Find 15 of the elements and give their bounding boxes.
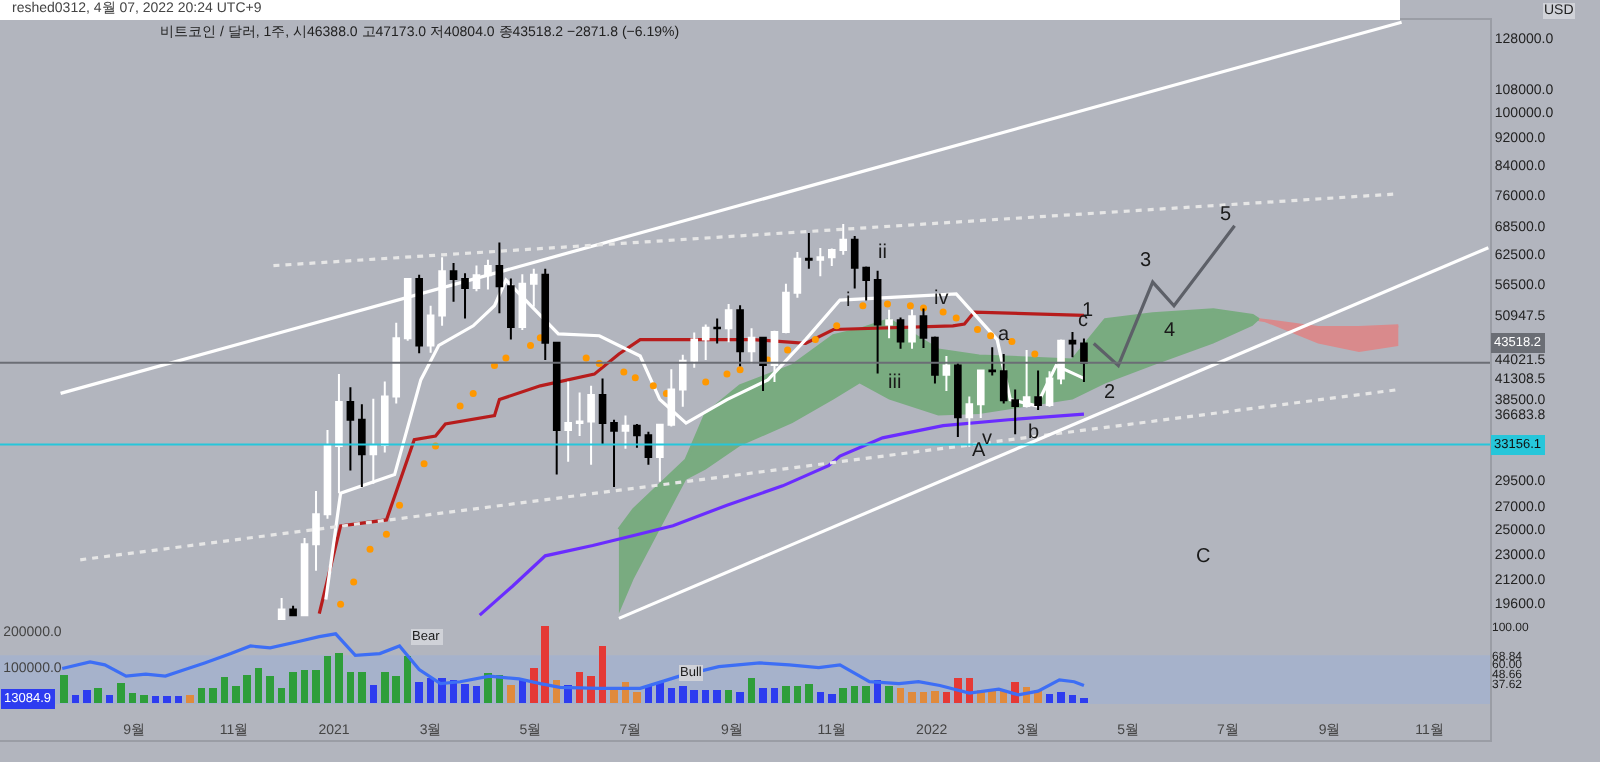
annotation: 5 [1220, 204, 1232, 226]
annotation: 2 [1104, 382, 1116, 404]
annotation: C [1196, 546, 1211, 568]
annotation: i [846, 290, 851, 312]
annotation: iv [934, 288, 949, 310]
annotation: 3 [1140, 250, 1152, 272]
annotation: 4 [1164, 320, 1176, 342]
annotation: 1 [1082, 300, 1094, 322]
annotation: v [982, 428, 992, 450]
annotation: c [1078, 310, 1088, 332]
annotation: b [1028, 422, 1040, 444]
annotation: iii [888, 372, 902, 394]
annotation: a [998, 324, 1010, 346]
annotation: A [972, 440, 986, 462]
annotation: ii [878, 242, 887, 264]
